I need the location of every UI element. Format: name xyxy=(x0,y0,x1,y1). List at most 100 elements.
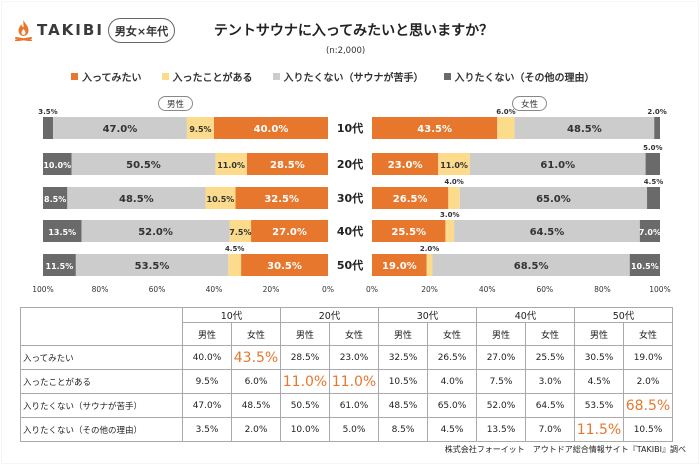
data-label: 10.5% xyxy=(631,262,659,271)
legend-item-other: 入りたくない（その他の理由） xyxy=(443,69,595,84)
data-label: 11.0% xyxy=(217,161,245,170)
table-cell: 10.5% xyxy=(623,417,673,442)
data-label: 25.5% xyxy=(391,227,426,238)
table-cell: 61.0% xyxy=(329,393,379,418)
bar-segment-have xyxy=(426,254,433,276)
data-label: 64.5% xyxy=(530,227,565,238)
data-label: 28.5% xyxy=(270,160,305,171)
legend-item-dislike: 入りたくない（サウナが苦手） xyxy=(272,69,424,84)
data-label: 26.5% xyxy=(393,194,428,205)
bar-segment-dislike xyxy=(514,117,655,139)
axis-tick-label: 80% xyxy=(92,285,109,294)
bar-segment-other xyxy=(647,187,660,209)
table-cell: 32.5% xyxy=(378,345,428,370)
table-cell: 11.0% xyxy=(329,369,379,394)
bar-segment-want xyxy=(372,117,498,139)
axis-tick-label: 20% xyxy=(263,285,280,294)
table-age-header-row: 10代 20代 30代 40代 50代 xyxy=(20,307,673,346)
table-cell: 19.0% xyxy=(623,345,673,370)
bar-segment-have xyxy=(205,187,236,209)
bar-segment-other xyxy=(629,254,660,276)
bar-segment-other xyxy=(43,187,68,209)
table-row-label: 入りたくない（サウナが苦手） xyxy=(20,393,183,418)
data-label: 10.5% xyxy=(207,195,235,204)
data-label: 5.0% xyxy=(643,144,662,152)
bar-segment-other xyxy=(43,117,53,139)
data-label: 32.5% xyxy=(264,194,299,205)
table-cell: 3.5% xyxy=(182,417,232,442)
table-row: 入ってみたい 40.0% 43.5% 28.5% 23.0% 32.5% 26.5% 27.0… xyxy=(20,345,673,370)
table-cell: 11.5% xyxy=(574,417,624,442)
table-cell: 47.0% xyxy=(182,393,232,418)
panel-label-male: 男性 xyxy=(158,96,194,111)
table-corner-cell xyxy=(20,307,183,346)
bar-segment-want xyxy=(372,254,427,276)
data-label: 19.0% xyxy=(382,261,417,272)
table-age-header: 20代 xyxy=(280,307,379,323)
data-label: 23.0% xyxy=(388,160,423,171)
legend-label: 入ったことがある xyxy=(172,73,253,84)
table-cell: 5.0% xyxy=(329,417,379,442)
table-cell: 65.0% xyxy=(427,393,477,418)
table-row-label: 入ったことがある xyxy=(20,369,183,394)
data-label: 4.5% xyxy=(225,245,244,253)
bar-segment-dislike xyxy=(432,254,630,276)
bar-segment-have xyxy=(438,153,470,175)
chart-title: テントサウナに入ってみたいと思いますか？ xyxy=(213,23,494,39)
table-gender-header: 男性 xyxy=(280,322,330,346)
bar-segment-dislike xyxy=(71,153,216,175)
table-cell: 10.0% xyxy=(280,417,330,442)
data-label: 7.5% xyxy=(229,228,251,237)
bar-segment-other xyxy=(43,220,82,242)
data-table: 10代 20代 30代 40代 50代 男性 女性 男性 女性 男性 女性 男性 女性 男性 女性 入って… xyxy=(20,307,673,442)
data-label: 3.0% xyxy=(440,211,459,219)
data-label: 27.0% xyxy=(272,227,307,238)
table-age-header: 50代 xyxy=(574,307,673,323)
data-label: 48.5% xyxy=(567,124,602,135)
table-cell: 10.5% xyxy=(378,369,428,394)
table-age-header: 30代 xyxy=(378,307,477,323)
table-row: 入りたくない（その他の理由） 3.5% 2.0% 10.0% 5.0% 8.5% 4.5% 1… xyxy=(20,417,673,442)
data-label: 8.5% xyxy=(44,195,66,204)
table-cell: 3.0% xyxy=(525,369,575,394)
data-label: 2.0% xyxy=(420,245,439,253)
table-cell: 68.5% xyxy=(623,393,673,418)
bar-segment-other xyxy=(43,254,76,276)
table-gender-header: 女性 xyxy=(525,322,575,346)
table-gender-header: 女性 xyxy=(427,322,477,346)
legend-swatch-dislike xyxy=(272,73,280,80)
data-label: 30.5% xyxy=(267,261,302,272)
bar-segment-have xyxy=(186,117,214,139)
bar-segment-have xyxy=(228,254,242,276)
axis-tick-label: 0% xyxy=(366,285,378,294)
legend-item-have: 入ったことがある xyxy=(161,69,253,84)
table-row: 入ったことがある 9.5% 6.0% 11.0% 11.0% 10.5% 4.0% 7.5% 3… xyxy=(20,369,673,394)
legend-item-want: 入ってみたい xyxy=(71,69,142,84)
table-cell: 52.0% xyxy=(476,393,526,418)
data-label: 50.5% xyxy=(126,160,161,171)
table-row-label: 入りたくない（その他の理由） xyxy=(20,417,183,442)
data-label: 53.5% xyxy=(135,261,170,272)
table-cell: 30.5% xyxy=(574,345,624,370)
legend-swatch-have xyxy=(161,73,169,80)
data-label: 4.5% xyxy=(644,178,663,186)
data-label: 65.0% xyxy=(536,194,571,205)
table-gender-header: 男性 xyxy=(574,322,624,346)
data-label: 52.0% xyxy=(138,227,173,238)
table-cell: 43.5% xyxy=(231,345,281,370)
table-cell: 50.5% xyxy=(280,393,330,418)
bar-segment-dislike xyxy=(459,187,648,209)
bar-segment-want xyxy=(372,187,449,209)
table-cell: 53.5% xyxy=(574,393,624,418)
campfire-icon xyxy=(15,20,32,41)
data-label: 11.0% xyxy=(440,161,468,170)
legend-label: 入ってみたい xyxy=(82,73,142,84)
table-cell: 4.0% xyxy=(427,369,477,394)
table-cell: 48.5% xyxy=(231,393,281,418)
table-cell: 26.5% xyxy=(427,345,477,370)
category-label: 20代 xyxy=(337,157,363,171)
table-age-header: 10代 xyxy=(182,307,281,323)
table-gender-header: 男性 xyxy=(476,322,526,346)
table-cell: 27.0% xyxy=(476,345,526,370)
data-label: 48.5% xyxy=(119,194,154,205)
